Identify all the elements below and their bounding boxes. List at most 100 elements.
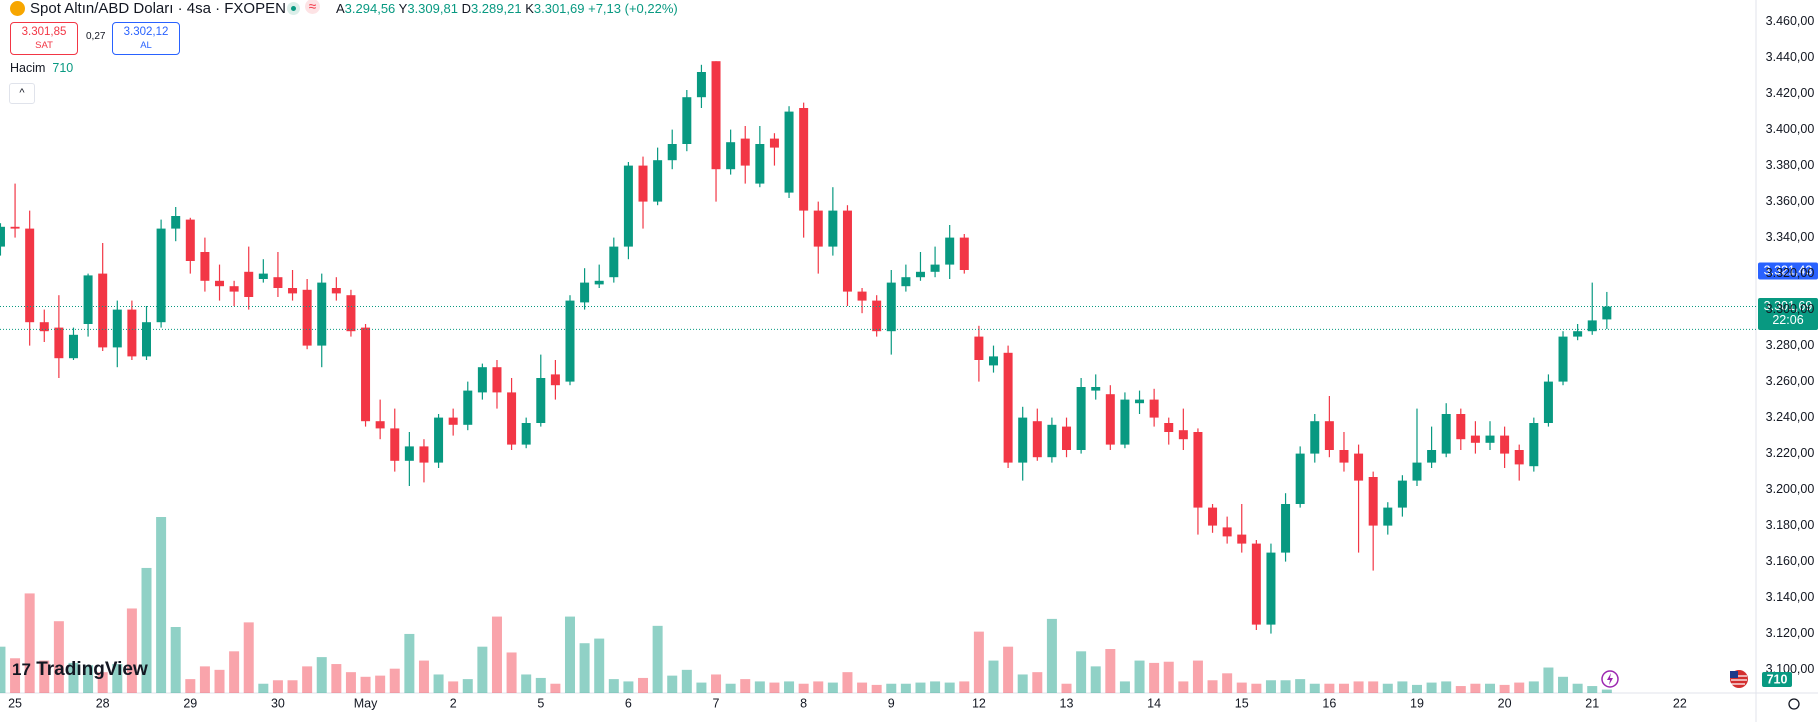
candle-body [696, 72, 706, 98]
y-tick-label: 3.300,00 [1766, 302, 1815, 316]
volume-bar [1032, 672, 1043, 693]
change: +7,13 (+0,22%) [588, 1, 678, 16]
candle-body [1251, 543, 1261, 625]
volume-bar [1207, 680, 1218, 693]
volume-bar [1397, 681, 1408, 693]
candle-body [915, 271, 925, 278]
volume-bar [1572, 683, 1583, 693]
volume-bar [1178, 681, 1189, 693]
spread: 0,27 [86, 31, 106, 42]
candle-body [1573, 331, 1583, 337]
candle-body [127, 309, 137, 357]
y-tick-label: 3.360,00 [1766, 194, 1815, 208]
candle-body [901, 277, 911, 287]
volume-bar [1601, 689, 1612, 693]
candle-body [1091, 387, 1101, 391]
candle-body [638, 165, 648, 202]
volume-bar [813, 681, 824, 693]
candle-body [872, 300, 882, 332]
candle-body [273, 277, 283, 288]
collapse-button[interactable]: ^ [9, 83, 35, 104]
volume-bar [360, 676, 371, 693]
candle-body [565, 300, 575, 382]
volume-bar [564, 616, 575, 693]
volume-tag-label: 710 [1767, 672, 1788, 686]
volume-bar [1411, 684, 1422, 693]
volume-bar [24, 593, 35, 693]
settings-icon[interactable] [1788, 698, 1800, 710]
volume-bar [83, 665, 94, 693]
volume-bar [141, 567, 152, 693]
x-tick-label: 19 [1410, 696, 1424, 710]
x-tick-label: 9 [888, 696, 895, 710]
x-tick-label: 5 [537, 696, 544, 710]
x-tick-label: 28 [96, 696, 110, 710]
candle-body [1222, 527, 1232, 537]
buy-button[interactable]: 3.302,12 AL [112, 22, 180, 55]
ohlc-key: D [461, 1, 471, 16]
candle-body [580, 282, 590, 303]
candle-body [550, 374, 560, 386]
volume-bar [594, 638, 605, 693]
price-tag [1758, 298, 1818, 331]
logo-mark: 17 [12, 660, 31, 679]
alert-icon[interactable] [1601, 670, 1619, 688]
candle-body [477, 367, 487, 393]
logo[interactable]: 17 TradingView [12, 659, 148, 681]
candle-body [857, 291, 867, 301]
market-dot [291, 6, 296, 11]
volume-bar [623, 681, 634, 693]
candle-body [521, 423, 531, 445]
candle-body [726, 142, 736, 170]
volume-bar [915, 682, 926, 693]
volume-bar [521, 674, 532, 693]
candle-body [769, 138, 779, 148]
candle-body [83, 275, 93, 324]
volume-bar [1426, 682, 1437, 693]
candle-body [1397, 480, 1407, 508]
volume-bar [1236, 682, 1247, 693]
candle-body [390, 428, 400, 461]
volume-bar [316, 657, 327, 693]
buy-label: AL [140, 40, 152, 51]
y-tick-label: 3.460,00 [1766, 14, 1815, 28]
volume-bar [900, 683, 911, 693]
volume-bar [1338, 683, 1349, 693]
volume-bar [1485, 683, 1496, 693]
volume-bar [462, 679, 473, 693]
candle-body [1602, 306, 1612, 320]
volume-bar [1382, 683, 1393, 693]
volume-bar [199, 666, 210, 693]
volume-bar [375, 675, 386, 693]
volume-bar [1499, 684, 1510, 693]
volume-bar [550, 683, 561, 693]
symbol-title: Spot Altın/ABD Doları · 4sa · FXOPEN [30, 0, 286, 17]
candle-body [1339, 450, 1349, 463]
candle-body [54, 327, 64, 359]
candle-body [434, 417, 444, 463]
volume-bar [272, 680, 283, 693]
volume-bar [930, 681, 941, 693]
volume-bar [886, 683, 897, 693]
volume-bar [769, 682, 780, 693]
candle-body [346, 295, 356, 332]
volume-bar [1470, 683, 1481, 693]
delay-icon[interactable]: ≈ [305, 0, 320, 14]
volume-bar [1017, 674, 1028, 693]
volume-bar [10, 658, 21, 693]
market-status[interactable] [287, 2, 300, 15]
volume-bar [535, 677, 546, 693]
candle-body [623, 165, 633, 247]
y-tick-label: 3.440,00 [1766, 50, 1815, 64]
x-tick-label: 29 [183, 696, 197, 710]
candle-body [1208, 507, 1218, 526]
y-tick-label: 3.120,00 [1766, 626, 1815, 640]
x-tick-label: 12 [972, 696, 986, 710]
candle-body [492, 367, 502, 393]
candle-body [1295, 453, 1305, 504]
volume-bar [725, 683, 736, 693]
volume-bar [1003, 646, 1014, 693]
volume-bar [1528, 681, 1539, 693]
sell-button[interactable]: 3.301,85 SAT [10, 22, 78, 55]
